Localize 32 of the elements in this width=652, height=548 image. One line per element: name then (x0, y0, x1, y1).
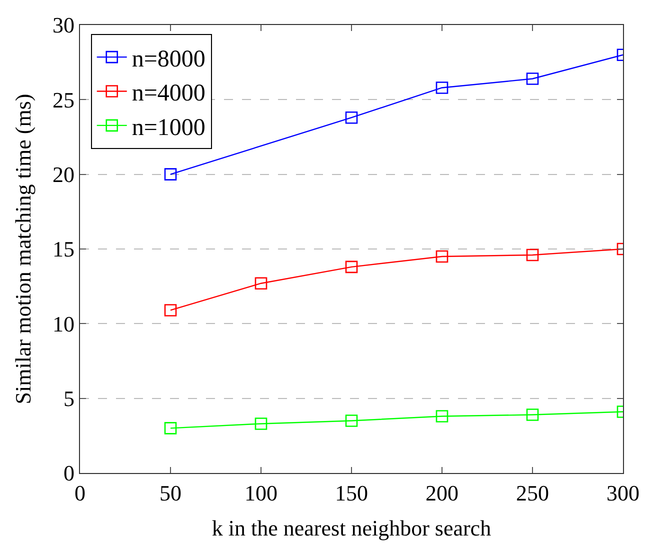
y-tick-label: 15 (52, 236, 74, 262)
x-tick-label: 250 (516, 480, 549, 506)
y-tick-label: 20 (52, 162, 74, 188)
point (254, 277, 268, 290)
x-tick-label: 150 (335, 480, 368, 506)
point (345, 111, 358, 124)
x-tick-label: 50 (160, 480, 182, 506)
point (526, 408, 539, 421)
y-tick-label: 30 (52, 12, 74, 38)
legend-label: n=4000 (132, 80, 206, 107)
x-tick-label: 200 (426, 480, 458, 506)
y-tick-label: 25 (52, 87, 74, 112)
y-axis-title: Similar motion matching time (ms) (10, 94, 36, 404)
point (345, 260, 358, 274)
point (164, 304, 177, 316)
point (164, 422, 177, 434)
point (526, 248, 539, 262)
y-tick-label: 5 (64, 386, 74, 412)
point (526, 72, 539, 85)
x-tick-label: 300 (606, 480, 640, 506)
point (254, 418, 268, 430)
point (436, 250, 448, 263)
legend-label: n=8000 (132, 46, 206, 72)
point (345, 414, 358, 427)
legend-label: n=1000 (132, 114, 206, 141)
y-tick-label: 0 (64, 460, 74, 486)
x-axis-title: k in the nearest neighbor search (212, 515, 492, 540)
y-tick-label: 10 (52, 311, 74, 336)
point (164, 168, 177, 180)
point (436, 82, 448, 94)
point (436, 410, 448, 422)
x-tick-label: 100 (244, 480, 278, 506)
